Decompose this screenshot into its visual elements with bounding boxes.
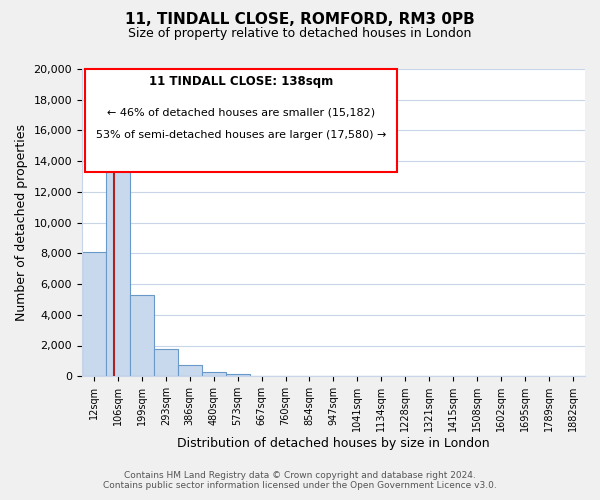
Bar bbox=[130, 295, 154, 376]
Bar bbox=[82, 252, 106, 376]
Bar bbox=[226, 374, 250, 376]
Text: Contains HM Land Registry data © Crown copyright and database right 2024.
Contai: Contains HM Land Registry data © Crown c… bbox=[103, 470, 497, 490]
Text: ← 46% of detached houses are smaller (15,182): ← 46% of detached houses are smaller (15… bbox=[107, 108, 375, 118]
Y-axis label: Number of detached properties: Number of detached properties bbox=[15, 124, 28, 321]
Text: Size of property relative to detached houses in London: Size of property relative to detached ho… bbox=[128, 28, 472, 40]
Text: 11, TINDALL CLOSE, ROMFORD, RM3 0PB: 11, TINDALL CLOSE, ROMFORD, RM3 0PB bbox=[125, 12, 475, 28]
Text: 11 TINDALL CLOSE: 138sqm: 11 TINDALL CLOSE: 138sqm bbox=[149, 76, 333, 88]
Text: 53% of semi-detached houses are larger (17,580) →: 53% of semi-detached houses are larger (… bbox=[95, 130, 386, 140]
Bar bbox=[202, 372, 226, 376]
Bar bbox=[178, 364, 202, 376]
X-axis label: Distribution of detached houses by size in London: Distribution of detached houses by size … bbox=[177, 437, 490, 450]
Bar bbox=[154, 348, 178, 376]
Bar bbox=[106, 123, 130, 376]
